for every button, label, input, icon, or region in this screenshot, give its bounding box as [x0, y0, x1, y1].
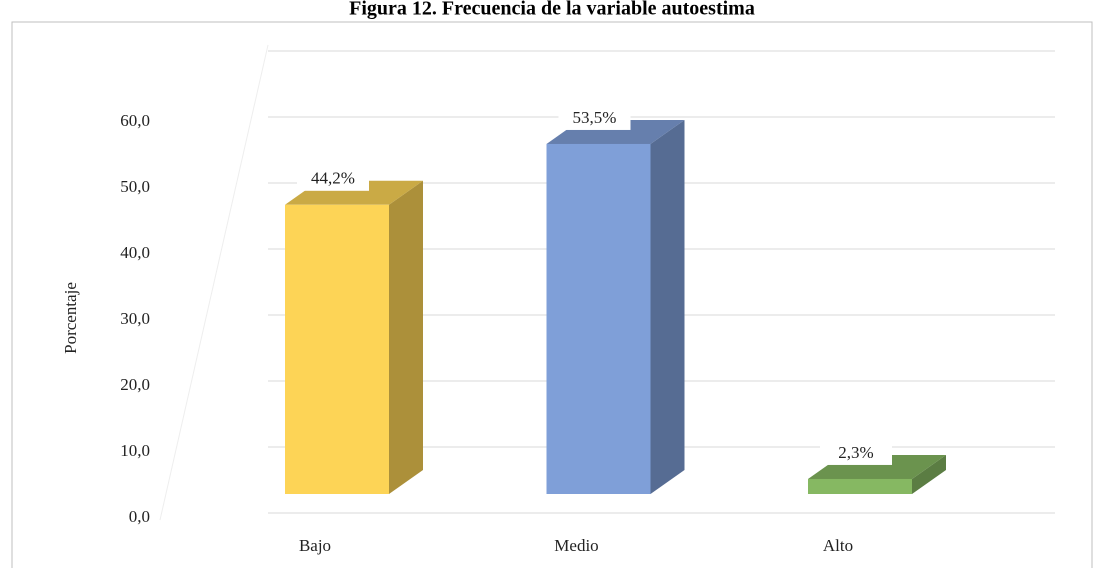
side-wall-edge: [159, 44, 269, 521]
y-tick-label: 0,0: [129, 507, 150, 526]
bar-side: [650, 119, 685, 494]
bar: [546, 143, 651, 494]
value-label: 44,2%: [311, 169, 355, 188]
y-axis-title: Porcentaje: [61, 282, 80, 354]
x-tick-label: Medio: [554, 536, 598, 555]
bar-side: [912, 454, 946, 494]
y-tick-label: 50,0: [120, 177, 150, 196]
y-tick-label: 20,0: [120, 375, 150, 394]
x-tick-label: Alto: [823, 536, 853, 555]
value-label: 2,3%: [838, 443, 873, 462]
value-label-box: [297, 166, 369, 191]
bar: [285, 204, 389, 494]
y-tick-label: 40,0: [120, 243, 150, 262]
bar: [808, 478, 912, 494]
x-tick-label: Bajo: [299, 536, 331, 555]
value-label: 53,5%: [573, 108, 617, 127]
bar-side: [389, 180, 423, 494]
chart-title: Figura 12. Frecuencia de la variable aut…: [349, 0, 755, 20]
chart-frame: [11, 21, 1093, 568]
y-tick-label: 10,0: [120, 441, 150, 460]
value-label-box: [558, 105, 631, 130]
y-tick-label: 30,0: [120, 309, 150, 328]
y-tick-label: 60,0: [120, 111, 150, 130]
value-label-box: [820, 440, 892, 465]
